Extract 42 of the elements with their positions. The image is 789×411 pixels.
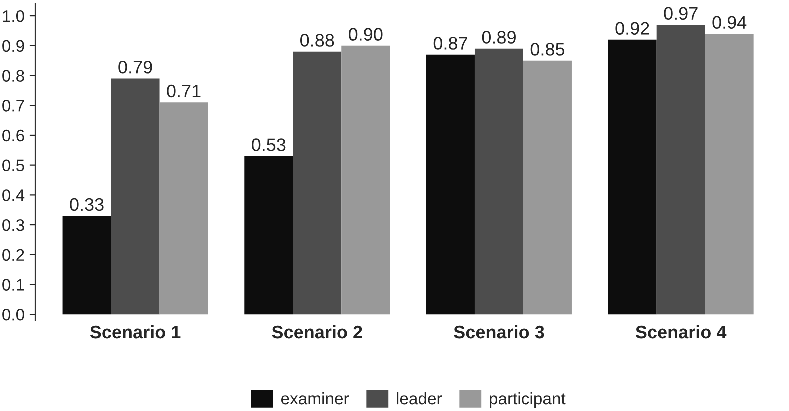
legend-label: examiner [281, 392, 350, 405]
y-tick-label: 1.0 [3, 10, 24, 22]
legend-label: leader [397, 392, 442, 405]
y-tick-label: 0.9 [2, 40, 24, 52]
bar [656, 25, 706, 315]
x-tick-label: Scenario 1 [90, 325, 181, 339]
data-label: 0.85 [530, 43, 565, 56]
data-label: 0.71 [167, 84, 201, 98]
data-label: 0.89 [482, 31, 516, 44]
data-label: 0.90 [349, 28, 383, 41]
bar [342, 46, 390, 315]
bar [293, 52, 342, 315]
y-tick-label: 0.5 [2, 160, 24, 172]
data-label: 0.97 [664, 7, 698, 20]
bar [244, 156, 294, 315]
data-label: 0.79 [118, 61, 152, 74]
y-tick-label: 0.0 [2, 309, 24, 321]
y-tick-label: 0.2 [2, 249, 24, 262]
bar [705, 34, 754, 315]
bar [523, 60, 572, 315]
y-tick-label: 0.1 [2, 279, 24, 291]
y-tick-label: 0.6 [2, 130, 24, 142]
x-tick-label: Scenario 3 [454, 325, 544, 339]
bar [474, 48, 524, 315]
data-label: 0.92 [616, 22, 650, 35]
x-tick-label: Scenario 4 [636, 325, 727, 339]
bar [608, 40, 657, 315]
bar [426, 54, 475, 315]
data-label: 0.94 [712, 16, 747, 30]
bar [62, 216, 112, 315]
y-tick-label: 0.8 [2, 70, 24, 82]
data-label: 0.33 [70, 198, 104, 212]
bar [111, 78, 160, 315]
data-label: 0.87 [434, 37, 468, 50]
x-tick-label: Scenario 2 [272, 325, 362, 339]
y-tick-label: 0.4 [2, 190, 25, 202]
data-label: 0.88 [300, 34, 334, 47]
data-label: 0.53 [252, 138, 286, 152]
y-tick-label: 0.3 [2, 219, 24, 232]
y-tick-label: 0.7 [2, 100, 24, 112]
legend-label: participant [490, 392, 566, 408]
bar [160, 102, 208, 315]
